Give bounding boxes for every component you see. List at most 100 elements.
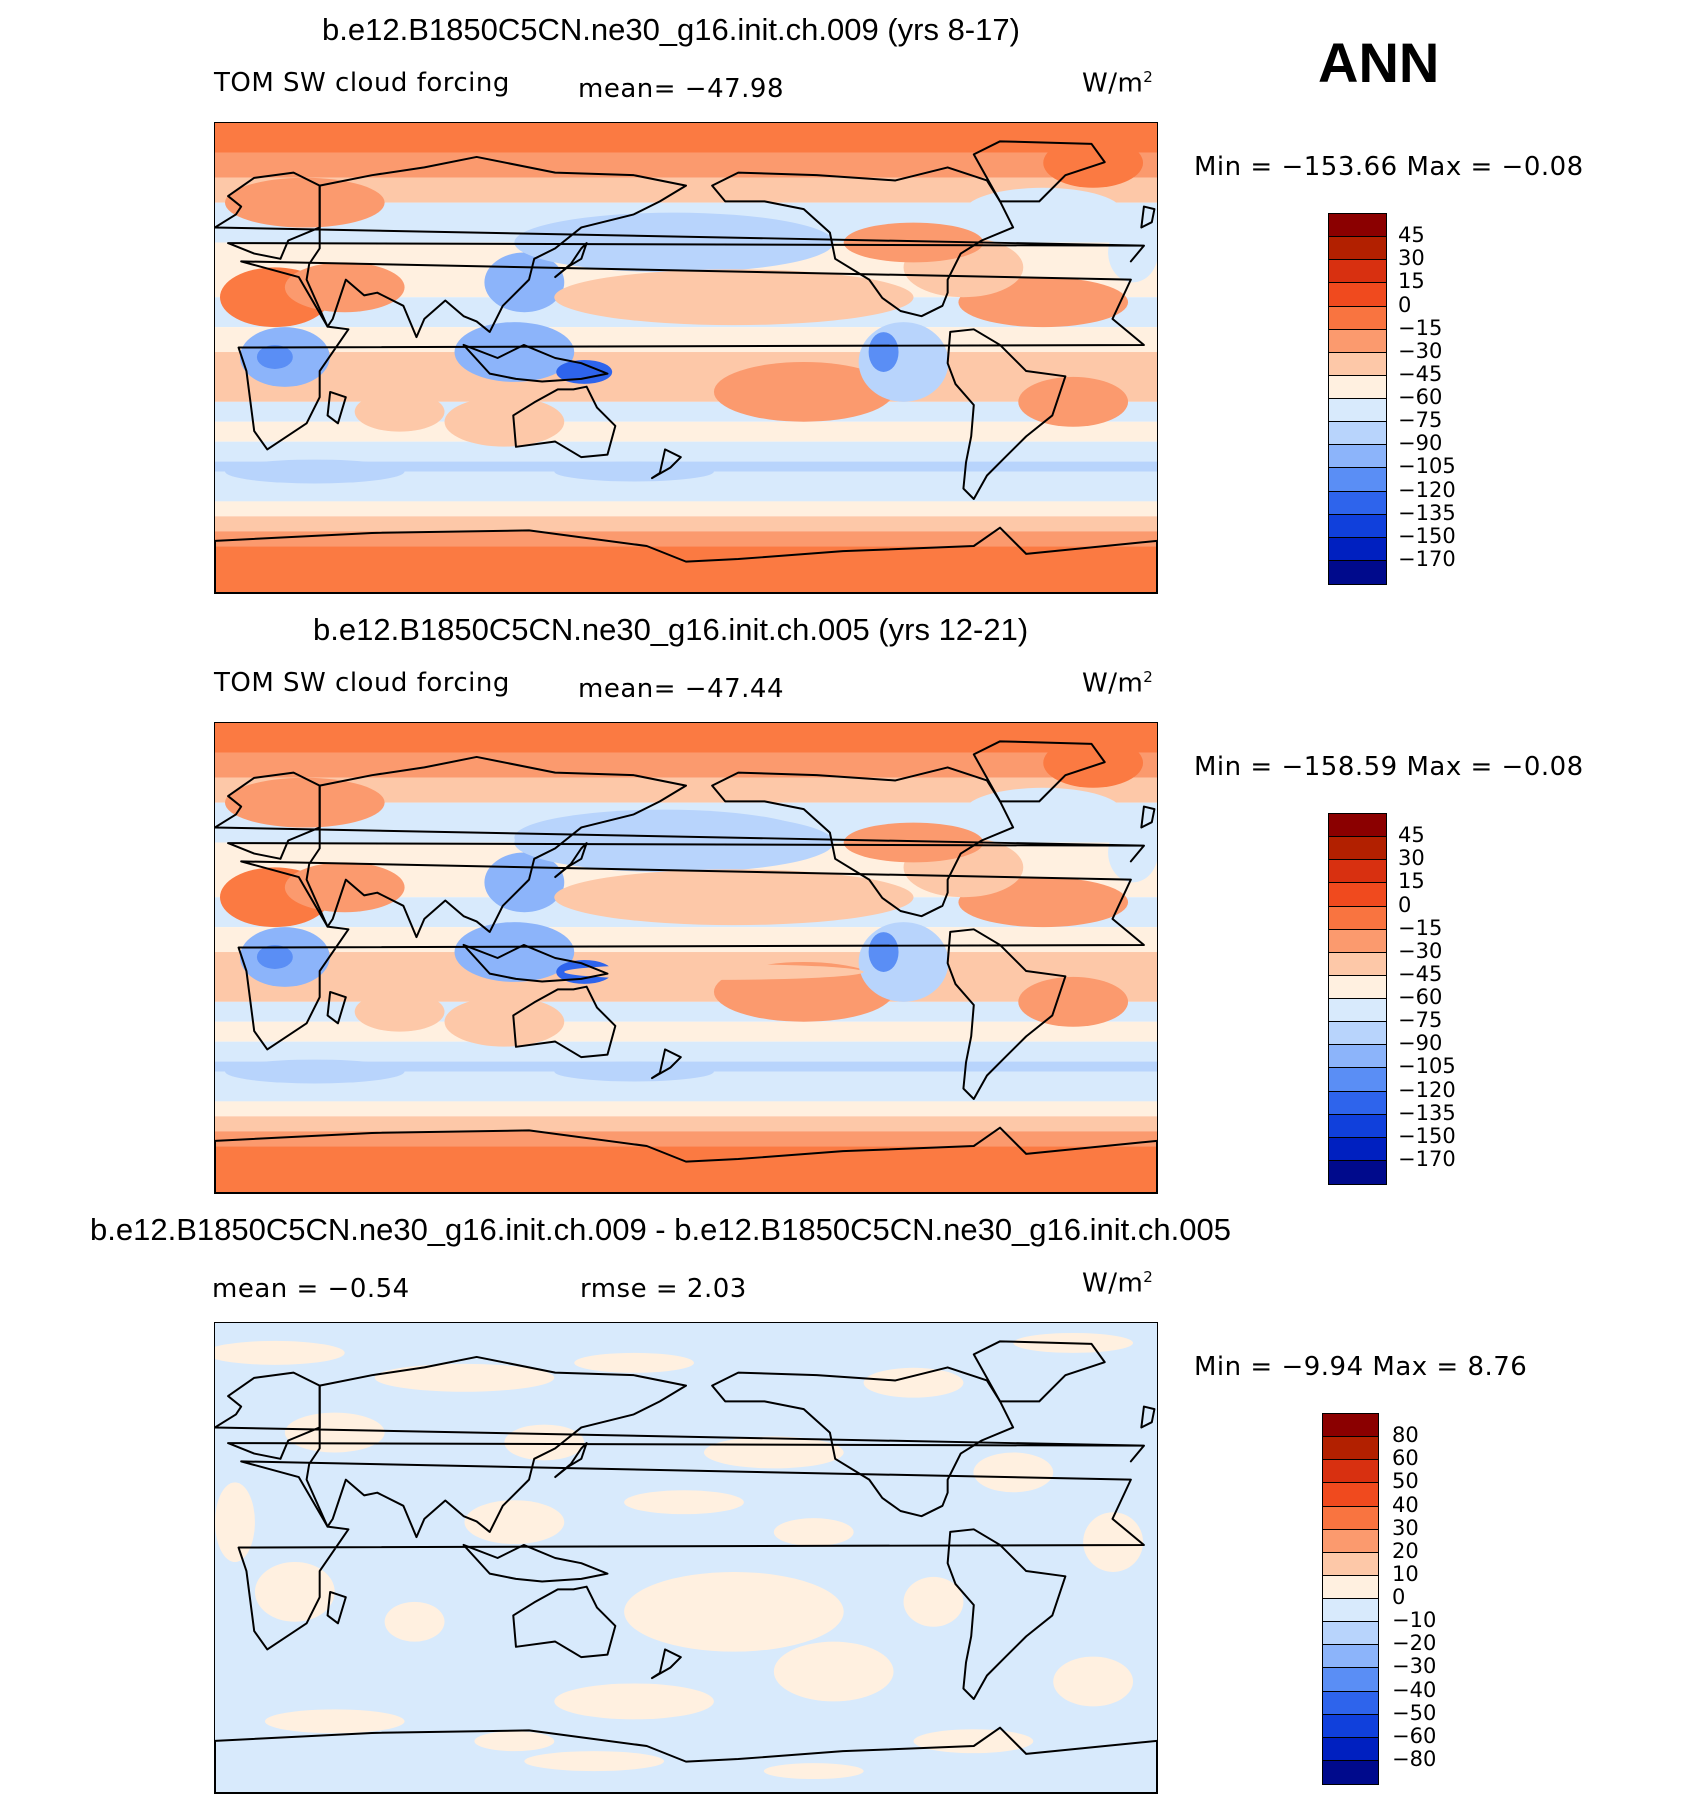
colorbar-box: [1323, 1737, 1378, 1761]
map-canvas: [215, 123, 1157, 593]
colorbar-box: [1329, 929, 1386, 953]
colorbar-label: −135: [1398, 1100, 1456, 1125]
positive-difference-region: [215, 1482, 255, 1562]
contour-band: [215, 531, 1157, 547]
coastline-path: [650, 1648, 682, 1680]
positive-difference-region: [913, 1729, 1034, 1754]
colorbar-label: 15: [1398, 269, 1425, 294]
coastline-path: [554, 242, 588, 279]
colorbar-box: [1329, 975, 1386, 999]
positive-difference-region: [284, 1412, 385, 1453]
panel3-minmax: Min = −9.94 Max = 8.76: [1194, 1352, 1528, 1382]
positive-difference-region: [863, 1367, 964, 1398]
contour-band: [215, 1116, 1157, 1132]
colorbar-label: −75: [1398, 408, 1443, 433]
contour-band: [215, 927, 1157, 953]
colorbar-label: 20: [1392, 1538, 1419, 1563]
colorbar-label: 30: [1392, 1515, 1419, 1540]
colorbar-box: [1329, 237, 1386, 261]
colorbar-box: [1329, 906, 1386, 930]
panel1-units: W/m2: [1082, 68, 1154, 99]
coastline-path: [215, 171, 1145, 263]
panel2-title: b.e12.B1850C5CN.ne30_g16.init.ch.005 (yr…: [313, 612, 1029, 647]
positive-difference-region: [374, 1363, 555, 1392]
contour-band: [215, 152, 1157, 178]
map-canvas: [215, 1323, 1157, 1793]
colorbar-box: [1329, 306, 1386, 330]
colorbar-label: 30: [1398, 846, 1425, 871]
colorbar-label: −30: [1392, 1654, 1437, 1679]
contour-region: [514, 809, 814, 866]
coastline-path: [462, 343, 609, 383]
colorbar-box: [1323, 1506, 1378, 1530]
coastline-path: [1140, 1405, 1156, 1429]
positive-difference-region: [703, 1436, 844, 1469]
positive-difference-region: [763, 1763, 864, 1780]
positive-difference-region: [773, 1518, 854, 1547]
coastline-path: [326, 990, 347, 1025]
positive-difference-region: [474, 1731, 555, 1752]
colorbar-label: 50: [1392, 1469, 1419, 1494]
ne-pacific-stratocumulus: [554, 869, 914, 926]
contour-region: [1108, 822, 1157, 883]
coastline-path: [512, 385, 617, 459]
colorbar-box: [1323, 1529, 1378, 1553]
contour-band: [215, 441, 1157, 462]
colorbar-box: [1329, 1091, 1386, 1115]
contour-band: [215, 546, 1157, 593]
colorbar-box: [1323, 1483, 1378, 1507]
colorbar-label: −15: [1398, 915, 1443, 940]
colorbar-box: [1323, 1414, 1378, 1438]
panel3-map: [214, 1322, 1158, 1794]
contour-region: [224, 459, 405, 484]
panel1-minmax: Min = −153.66 Max = −0.08: [1194, 152, 1584, 182]
positive-difference-region: [384, 1601, 445, 1642]
colorbar-box: [1329, 399, 1386, 423]
panel1-title: b.e12.B1850C5CN.ne30_g16.init.ch.009 (yr…: [322, 12, 1020, 47]
contour-region: [556, 359, 613, 384]
positive-difference-region: [624, 1571, 844, 1652]
colorbar-box: [1323, 1622, 1378, 1646]
positive-difference-region: [1083, 1512, 1144, 1572]
panel3-rmse-label: rmse = 2.03: [580, 1274, 747, 1304]
coastline-path: [711, 766, 1015, 918]
panel1-map: [214, 122, 1158, 594]
panel2-variable-label: TOM SW cloud forcing: [214, 668, 510, 698]
panel2-map: [214, 722, 1158, 1194]
contour-region: [868, 932, 899, 972]
colorbar-label: −40: [1392, 1677, 1437, 1702]
colorbar-box: [1329, 1068, 1386, 1092]
colorbar-label: −60: [1398, 385, 1443, 409]
contour-band: [215, 1131, 1157, 1147]
positive-difference-region: [554, 1683, 714, 1720]
positive-difference-region: [624, 1490, 744, 1515]
coastline-path: [237, 260, 1145, 451]
colorbar-label: −150: [1398, 523, 1456, 548]
positive-difference-region: [524, 1751, 665, 1772]
colorbar-label: −60: [1392, 1723, 1437, 1748]
colorbar-box: [1329, 1045, 1386, 1069]
coastlines: [215, 140, 1157, 593]
contour-region: [224, 1059, 405, 1084]
colorbar-box: [1329, 422, 1386, 446]
colorbar-label: 45: [1398, 823, 1425, 848]
coastline-path: [215, 771, 1145, 863]
colorbar-label: 45: [1398, 223, 1425, 248]
colorbar-label: −170: [1398, 546, 1456, 571]
positive-difference-region: [903, 1576, 964, 1627]
colorbar-box: [1329, 814, 1386, 838]
contour-band: [215, 1021, 1157, 1042]
contour-region: [1108, 222, 1157, 283]
colorbar-box: [1323, 1691, 1378, 1715]
colorbar-label: 40: [1392, 1492, 1419, 1517]
contour-band: [215, 501, 1157, 517]
contour-band: [215, 723, 1157, 753]
north-america-region: [843, 222, 984, 263]
colorbar-box: [1329, 860, 1386, 884]
map-canvas: [215, 723, 1157, 1193]
colorbar-label: 30: [1398, 246, 1425, 271]
colorbar-label: 0: [1398, 292, 1412, 317]
panel3-units: W/m2: [1082, 1268, 1154, 1299]
panel2-mean-label: mean= −47.44: [578, 674, 785, 704]
positive-difference-region: [773, 1641, 894, 1702]
